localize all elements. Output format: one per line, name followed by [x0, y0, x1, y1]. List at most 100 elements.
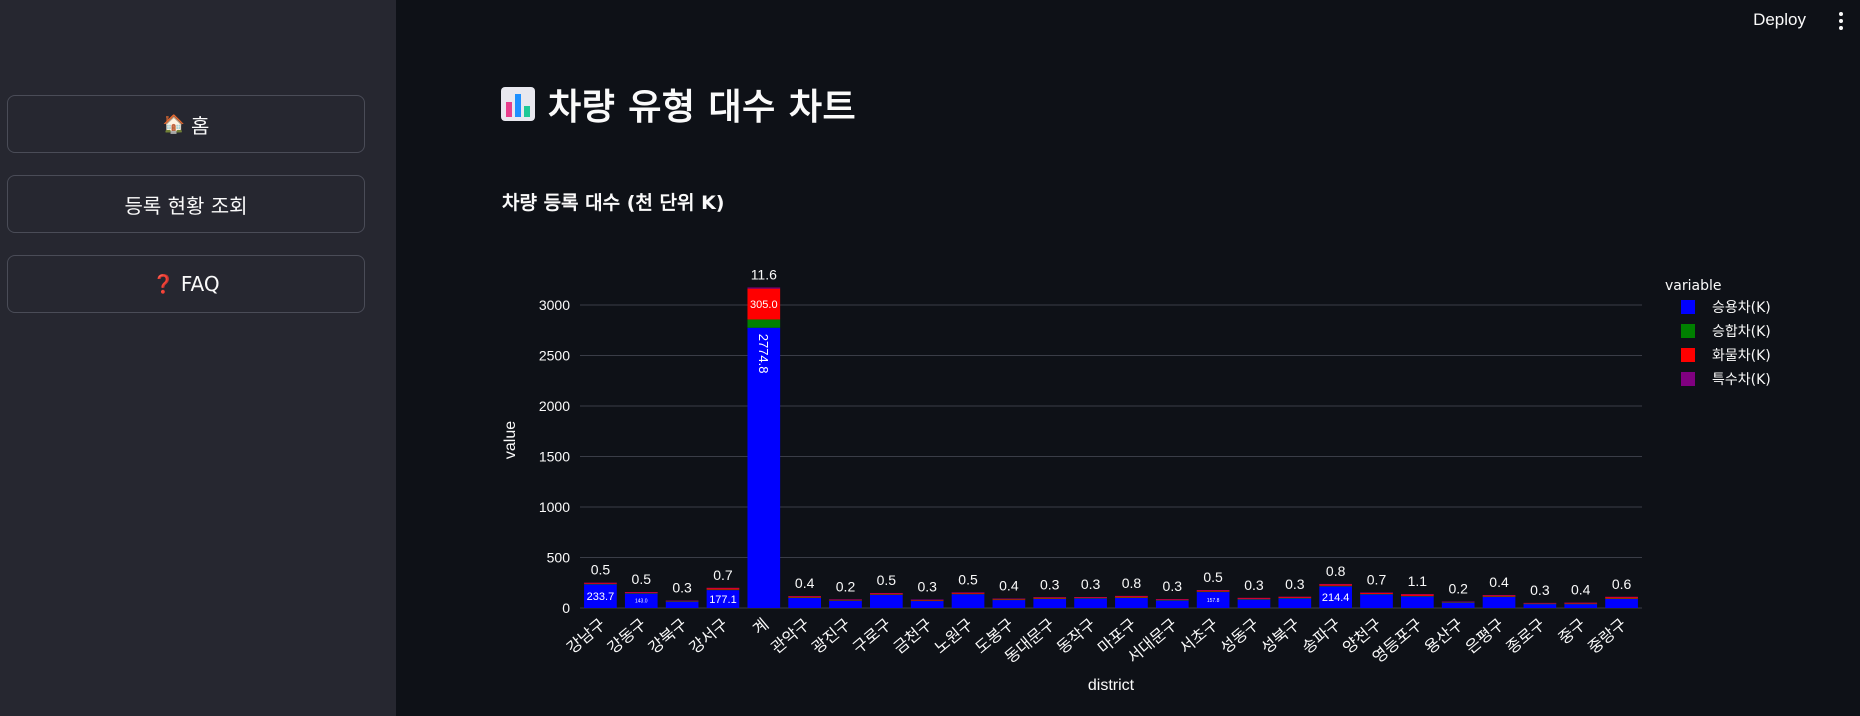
bar-segment: [1523, 602, 1557, 604]
bar-segment: [706, 587, 740, 590]
sidebar-item-faq[interactable]: ❓ FAQ: [7, 255, 365, 313]
bar-segment: [1278, 598, 1312, 599]
bar-segment: [1237, 599, 1271, 608]
bar-segment: [951, 594, 985, 608]
bar-segment: [1319, 583, 1352, 585]
y-tick-label: 0: [562, 600, 570, 616]
x-tick-label: 성북구: [1257, 615, 1303, 658]
bar-top-label: 0.2: [836, 578, 856, 594]
legend-swatch: [1681, 348, 1695, 362]
bar-segment: [951, 592, 985, 594]
bar-segment: [788, 596, 821, 598]
y-tick-label: 2000: [539, 398, 570, 414]
bar-segment: [584, 583, 617, 585]
bar-segment: [1523, 603, 1557, 605]
x-tick-label: 강북구: [645, 615, 691, 658]
bar-segment: [1319, 584, 1352, 586]
legend-item: 화물차(K): [1712, 348, 1771, 364]
page-title: 차량 유형 대수 차트: [500, 78, 856, 130]
bar-segment: [1237, 597, 1271, 599]
x-axis-title: district: [1088, 677, 1135, 694]
bar-segment: [1196, 590, 1230, 592]
x-tick-label: 은평구: [1462, 615, 1508, 658]
bar-top-label: 0.5: [1203, 569, 1223, 585]
bar-top-label: 0.3: [672, 580, 692, 596]
bar-segment: [1074, 598, 1107, 599]
bar-segment: [870, 593, 903, 594]
more-menu-icon[interactable]: [1838, 10, 1844, 32]
bar-chart-icon: [501, 87, 535, 121]
page-title-text: 차량 유형 대수 차트: [548, 87, 857, 128]
bar-segment: [870, 593, 903, 595]
bar-segment: [1605, 598, 1638, 608]
bar-segment: [1033, 598, 1067, 600]
legend-title: variable: [1665, 278, 1721, 294]
legend-swatch: [1681, 300, 1695, 314]
bar-data-label: 233.7: [587, 591, 615, 603]
sidebar-item-registration[interactable]: 등록 현황 조회: [7, 175, 365, 233]
bar-segment: [1441, 602, 1475, 603]
bar-top-label: 0.3: [1530, 582, 1550, 598]
bar-segment: [1605, 596, 1638, 598]
bar-segment: [1155, 599, 1189, 600]
x-tick-label: 동작구: [1053, 615, 1099, 658]
bar-top-label: 0.7: [713, 567, 733, 583]
sidebar-item-label: FAQ: [180, 272, 220, 296]
x-tick-label: 광진구: [808, 615, 854, 658]
bar-segment: [910, 600, 944, 602]
bar-top-label: 0.5: [958, 571, 978, 587]
bar-data-label: 2774.8: [756, 334, 771, 374]
bar-segment: [910, 599, 944, 601]
x-tick-label: 계: [749, 615, 773, 639]
bar-segment: [1115, 595, 1148, 598]
bar-segment: [584, 584, 617, 608]
bar-top-label: 0.5: [591, 562, 611, 578]
bar-segment: [1074, 597, 1107, 598]
bar-segment: [1401, 596, 1434, 608]
bar-segment: [1564, 602, 1598, 604]
sidebar-item-label: 홈: [191, 113, 210, 138]
bar-top-label: 1.1: [1408, 573, 1428, 589]
bar-segment: [584, 582, 617, 584]
bar-segment: [1155, 600, 1189, 608]
bar-segment: [1237, 599, 1271, 600]
bar-segment: [1033, 597, 1067, 599]
y-tick-label: 2500: [539, 348, 570, 364]
bar-segment: [1401, 594, 1434, 596]
x-tick-label: 용산구: [1421, 615, 1467, 658]
x-tick-label: 강남구: [563, 615, 609, 658]
x-tick-label: 종로구: [1502, 615, 1548, 658]
bar-segment: [1155, 600, 1189, 601]
question-icon: ❓: [152, 273, 175, 295]
bar-top-label: 0.5: [632, 571, 652, 587]
bar-segment: [1523, 603, 1557, 608]
bar-segment: [788, 596, 821, 597]
bar-segment: [1319, 585, 1352, 587]
x-tick-label: 강동구: [604, 615, 650, 658]
y-tick-label: 1500: [539, 449, 570, 465]
legend-swatch: [1681, 372, 1695, 386]
sidebar-item-home[interactable]: 🏠 홈: [7, 95, 365, 153]
bar-segment: [1401, 595, 1434, 597]
x-tick-label: 관악구: [767, 615, 813, 658]
bar-segment: [665, 601, 699, 602]
bar-top-label: 0.3: [1244, 577, 1264, 593]
bar-segment: [1564, 603, 1598, 608]
bar-top-label: 0.2: [1448, 581, 1468, 597]
sidebar: 🏠 홈 등록 현황 조회 ❓ FAQ: [0, 0, 396, 716]
bar-segment: [747, 288, 781, 320]
bar-top-label: 0.4: [1571, 582, 1591, 598]
bar-segment: [624, 592, 658, 594]
bar-segment: [706, 590, 740, 608]
legend-item: 승용차(K): [1712, 300, 1771, 316]
legend-item: 특수차(K): [1712, 372, 1771, 388]
bar-segment: [624, 593, 658, 608]
bar-segment: [1360, 594, 1393, 608]
bar-top-label: 0.6: [1612, 576, 1632, 592]
bar-data-label: 214.4: [1322, 592, 1350, 604]
bar-segment: [1074, 598, 1107, 608]
x-tick-label: 강서구: [685, 615, 731, 658]
bar-data-label: 305.0: [750, 299, 778, 311]
deploy-button[interactable]: Deploy: [1753, 10, 1806, 29]
